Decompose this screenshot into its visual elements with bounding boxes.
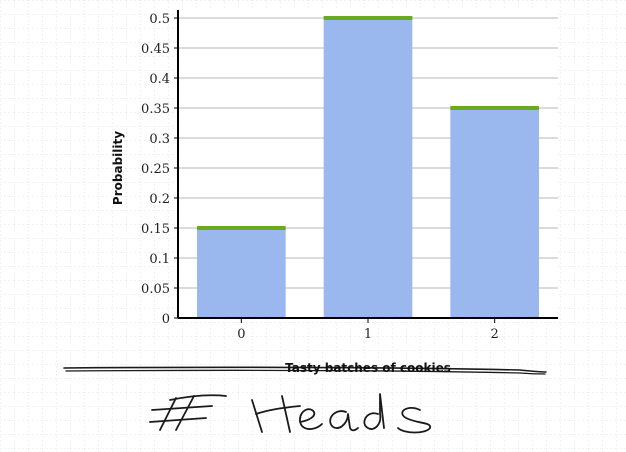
x-axis-label: Tasty batches of cookies xyxy=(285,361,451,375)
bar-top-0 xyxy=(197,226,286,230)
y-tick-label: 0 xyxy=(162,312,170,327)
bar-1 xyxy=(323,18,413,318)
x-tick-label: 0 xyxy=(237,327,245,342)
bar-top-2 xyxy=(450,106,539,110)
y-tick-label: 0.2 xyxy=(149,192,170,207)
handwritten-annotation xyxy=(149,393,431,434)
x-tick-label: 2 xyxy=(491,327,499,342)
y-tick-label: 0.3 xyxy=(149,132,170,147)
y-axis-label: Probability xyxy=(111,131,125,205)
y-tick-label: 0.05 xyxy=(141,282,170,297)
y-tick-label: 0.45 xyxy=(141,42,170,57)
strike-lines xyxy=(63,366,547,375)
bar-top-1 xyxy=(323,16,413,20)
x-tick-label: 1 xyxy=(364,327,372,342)
bar-0 xyxy=(197,228,286,318)
y-tick-label: 0.1 xyxy=(149,252,170,267)
y-tick-labels: 0 0.05 0.1 0.15 0.2 0.25 0.3 0.35 0.4 0.45 0.5 xyxy=(141,12,178,327)
y-tick-label: 0.4 xyxy=(149,72,170,87)
y-tick-label: 0.35 xyxy=(141,102,170,117)
y-tick-label: 0.5 xyxy=(149,12,170,27)
bar-2 xyxy=(450,108,539,318)
bars xyxy=(197,16,539,318)
y-tick-label: 0.15 xyxy=(141,222,170,237)
x-tick-labels: 0 1 2 xyxy=(237,318,499,342)
y-tick-label: 0.25 xyxy=(141,162,170,177)
